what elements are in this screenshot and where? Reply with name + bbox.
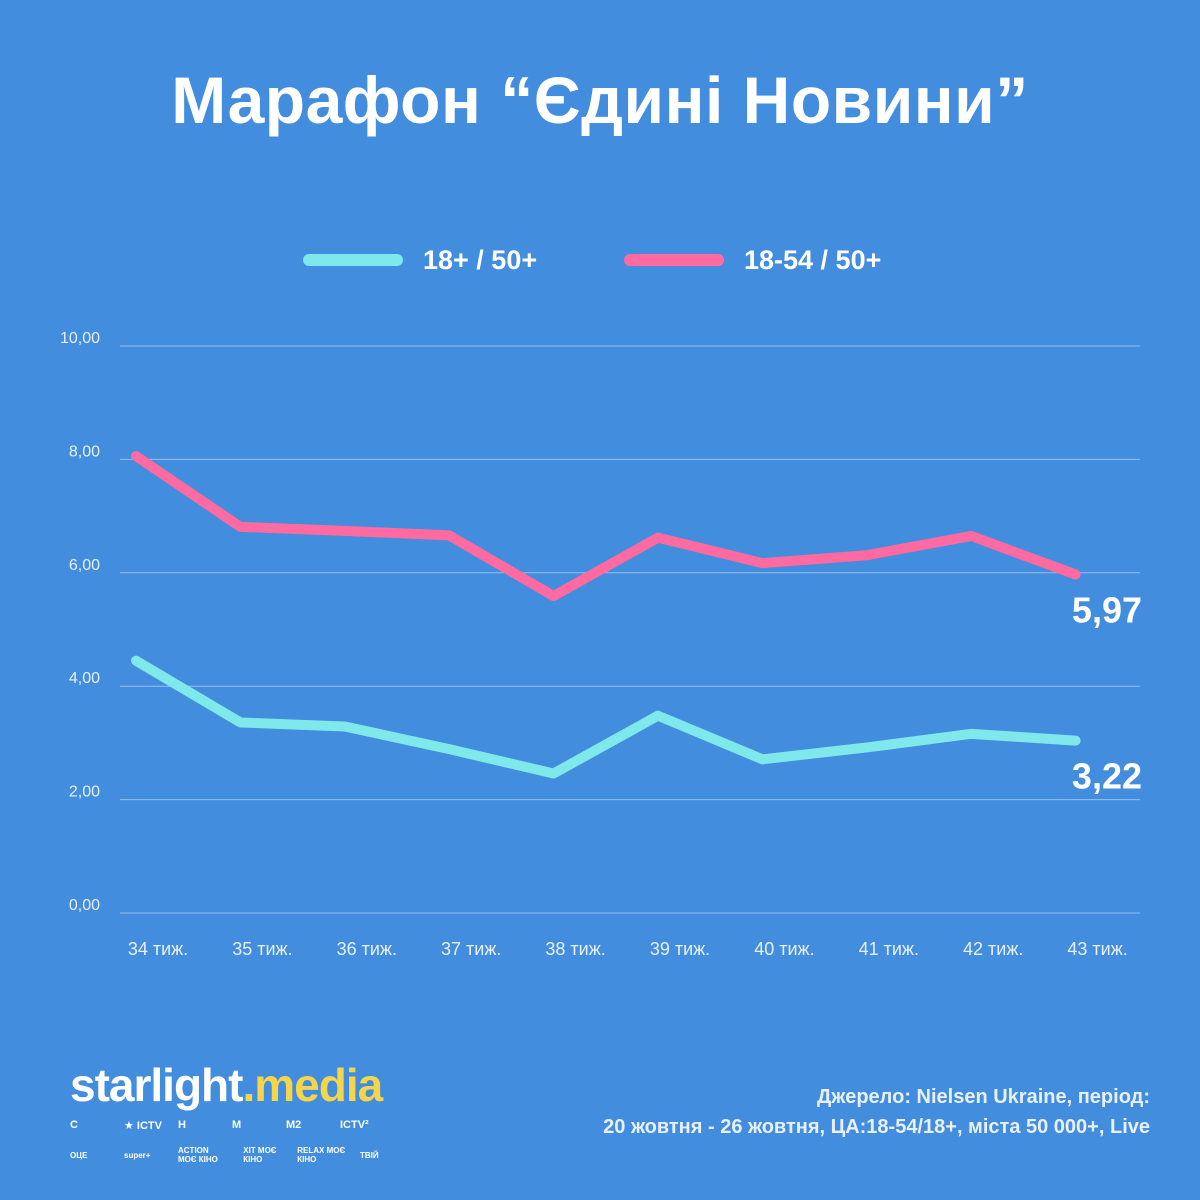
starlight-media-logo: starlight.media	[70, 1058, 383, 1112]
y-tick-label: 2,00	[69, 784, 100, 801]
x-tick-label: 40 тиж.	[754, 939, 814, 959]
channel-logo: ICTV²	[340, 1119, 369, 1131]
chart-title: Марафон “Єдині Новини”	[171, 63, 1029, 137]
end-value-label-series-2: 5,97	[1072, 590, 1142, 631]
legend-item-series-2: 18-54 / 50+	[624, 240, 881, 280]
x-tick-label: 43 тиж.	[1067, 939, 1127, 959]
x-tick-label: 41 тиж.	[859, 939, 919, 959]
series-line-1	[131, 655, 1081, 779]
x-tick-label: 35 тиж.	[232, 939, 292, 959]
legend-swatch-series-2	[624, 254, 724, 266]
legend-label-series-2: 18-54 / 50+	[744, 244, 882, 275]
y-tick-label: 4,00	[69, 670, 100, 687]
source-line-1: Джерело: Nielsen Ukraine, період:	[817, 1086, 1150, 1108]
source-line-2: 20 жовтня - 26 жовтня, ЦА:18-54/18+, міс…	[603, 1116, 1150, 1138]
end-value-label-series-1: 3,22	[1072, 756, 1142, 797]
label-layer: 0,00 2,00 4,00 6,00 8,00 10,00 34 тиж. 35 тиж. 3…	[60, 330, 1142, 959]
x-tick-label: 37 тиж.	[441, 939, 501, 959]
channel-logo: ОЦЕ	[70, 1150, 88, 1160]
channel-row-2: ОЦЕ super+ ACTION МОЄ КІНО ХІТ МОЄ КІНО RELA…	[70, 1145, 400, 1165]
channel-logo: ХІТ МОЄ КІНО	[243, 1146, 277, 1164]
channel-logo: ★ ICTV	[124, 1119, 162, 1132]
channel-logo: М	[232, 1119, 242, 1131]
source-note: Джерело: Nielsen Ukraine, період: 20 жов…	[603, 1082, 1150, 1142]
y-tick-label: 0,00	[69, 897, 100, 914]
series-layer	[131, 450, 1081, 779]
x-tick-label: 42 тиж.	[963, 939, 1023, 959]
line-chart: 0,00 2,00 4,00 6,00 8,00 10,00 34 тиж. 35 тиж. 3…	[60, 330, 1142, 959]
y-tick-label: 10,00	[60, 330, 100, 347]
series-line-2	[131, 450, 1081, 602]
y-tick-label: 8,00	[69, 443, 100, 460]
legend-label-series-1: 18+ / 50+	[423, 244, 538, 275]
legend: 18+ / 50+ 18-54 / 50+	[0, 240, 1200, 280]
channel-logo: RELAX МОЄ КІНО	[297, 1146, 346, 1164]
channel-logo: super+	[124, 1150, 151, 1160]
channel-logo: С	[70, 1119, 78, 1131]
x-tick-label: 36 тиж.	[337, 939, 397, 959]
channel-logo: ACTION МОЄ КІНО	[178, 1146, 218, 1164]
y-tick-label: 6,00	[69, 557, 100, 574]
channel-logo: М2	[286, 1119, 302, 1131]
x-tick-label: 39 тиж.	[650, 939, 710, 959]
channel-logos: С ★ ICTV Н М М2 ICTV² ОЦЕ super+ ACTION МОЄ КІН…	[70, 1115, 400, 1175]
x-tick-label: 38 тиж.	[545, 939, 605, 959]
channel-logo: ТВІЙ	[360, 1150, 379, 1160]
logo-main: starlight	[70, 1059, 243, 1111]
grid-layer	[120, 345, 1140, 914]
logo-accent: .media	[242, 1059, 383, 1111]
x-tick-label: 34 тиж.	[128, 939, 188, 959]
legend-swatch-series-1	[303, 254, 403, 266]
legend-item-series-1: 18+ / 50+	[303, 240, 537, 280]
channel-logo: Н	[178, 1119, 186, 1131]
channel-row-1: С ★ ICTV Н М М2 ICTV²	[70, 1115, 400, 1135]
